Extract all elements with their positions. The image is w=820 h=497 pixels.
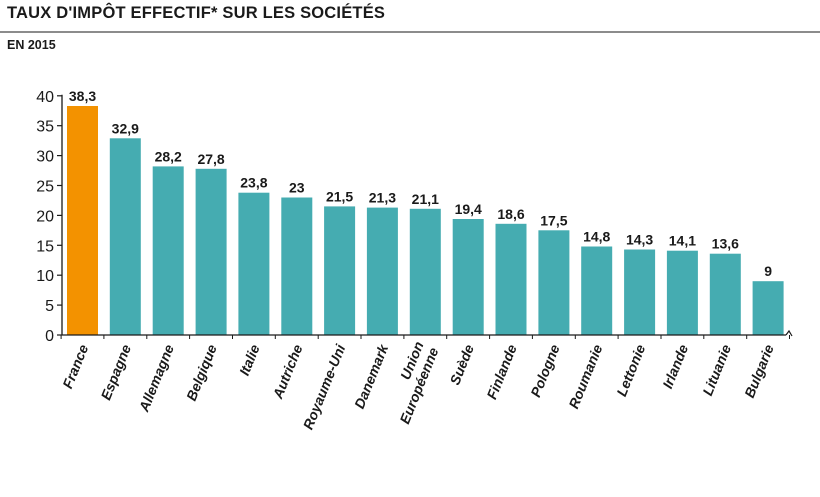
bar [152,166,184,335]
category-label: UnionEuropéenne [382,339,442,426]
category-label-line: Allemagne [135,342,177,415]
category-label-line: Belgique [183,342,220,403]
y-tick-label: 25 [36,179,54,196]
data-label: 17,5 [540,212,567,228]
category-label-line: Finlande [483,342,519,402]
y-tick-label: 30 [36,149,54,166]
data-label: 38,3 [69,88,96,104]
category-label-line: Royaume-Uni [300,341,349,432]
chart-subtitle: EN 2015 [7,38,56,52]
category-label: Lettonie [613,342,648,399]
category-label-line: Pologne [527,342,563,399]
data-label: 13,6 [712,236,739,252]
y-tick-label: 20 [36,208,54,225]
bar [324,206,356,335]
data-label: 28,2 [155,148,182,164]
category-label: Finlande [483,342,519,402]
category-label-line: Suède [446,342,477,387]
bar [581,246,613,335]
category-label-line: Lettonie [613,342,648,399]
y-tick-label: 40 [36,89,54,106]
axis-break-mark [785,329,793,337]
category-label: Belgique [183,342,220,403]
bar [238,192,270,335]
category-label-line: Espagne [97,342,134,402]
bar [709,253,741,335]
category-label-line: Autriche [269,342,306,402]
bar [452,219,484,335]
category-label: Roumanie [565,342,605,411]
category-labels: France Espagne Allemagne Belgique Italie Autr… [59,339,777,432]
data-label: 14,3 [626,232,653,248]
data-label: 21,1 [412,191,439,207]
category-label: Espagne [97,342,134,402]
bar [109,138,141,335]
category-label: Irlande [659,342,691,391]
bar [195,168,227,335]
category-label: Suède [446,342,477,387]
y-tick-label: 15 [36,238,54,255]
category-label: Allemagne [135,342,177,415]
y-tick-label: 10 [36,268,54,285]
bar [409,208,441,335]
data-label: 14,1 [669,233,696,249]
data-label: 21,3 [369,190,396,206]
data-label: 18,6 [497,206,524,222]
data-label: 23,8 [240,175,267,191]
data-label: 9 [764,263,772,279]
y-axis: 0 5 10 15 20 25 30 35 40 [36,89,63,345]
title-divider [0,31,820,33]
bar [666,250,698,335]
category-label-line: France [59,342,91,391]
bars [67,106,784,335]
bar [281,197,313,335]
category-label-line: Lituanie [699,342,734,398]
bar [752,281,784,335]
category-label-line: Bulgarie [741,342,777,400]
category-label: Pologne [527,342,563,399]
category-label: Lituanie [699,342,734,398]
category-label-line: Irlande [659,342,691,391]
category-label-line: Roumanie [565,342,605,411]
bar [495,223,527,335]
x-axis [60,329,793,339]
data-label: 14,8 [583,229,610,245]
bar [624,249,656,335]
category-label: Danemark [351,341,392,411]
y-tick-label: 35 [36,119,54,136]
y-tick-label: 5 [45,298,54,315]
chart-title: TAUX D'IMPÔT EFFECTIF* SUR LES SOCIÉTÉS [7,4,386,22]
category-label: France [59,342,91,391]
value-labels: 38,3 32,9 28,2 27,8 23,8 23 21,5 21,3 21,1 19,4 18… [69,88,772,279]
data-label: 27,8 [197,151,224,167]
y-tick-label: 0 [45,328,54,345]
category-label: Italie [236,342,263,378]
category-label: Autriche [269,342,306,402]
data-label: 32,9 [112,120,139,136]
data-label: 23 [289,180,305,196]
category-label: Royaume-Uni [300,341,349,432]
category-label: Bulgarie [741,342,777,400]
category-label-line: Danemark [351,341,392,411]
data-label: 21,5 [326,188,353,204]
category-label-line: Italie [236,342,263,378]
data-label: 19,4 [455,201,482,217]
bar [538,230,570,335]
bar [366,207,398,335]
bar [67,106,98,335]
